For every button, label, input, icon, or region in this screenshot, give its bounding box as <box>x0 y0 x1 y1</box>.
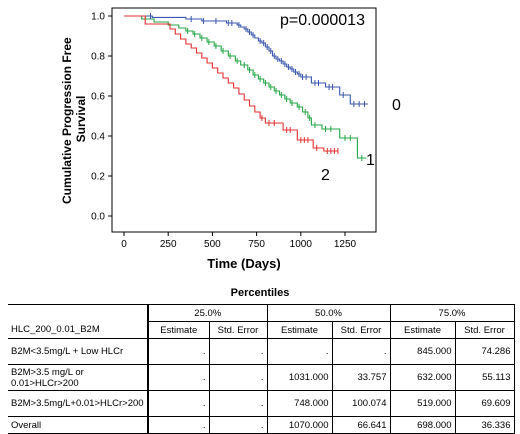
group-header-75: 75.0% <box>389 304 515 322</box>
table-cell: 74.286 <box>454 338 515 365</box>
x-tick-label: 1250 <box>334 239 357 250</box>
table-cell: . <box>147 390 209 417</box>
table-cell: 698.000 <box>389 416 455 434</box>
table-cell: . <box>147 416 209 434</box>
survival-curve-0 <box>124 15 368 105</box>
row-label: B2M>3.5mg/L+0.01>HLCr>200 <box>8 390 148 417</box>
survival-curves <box>124 15 368 159</box>
table-cell: 845.000 <box>389 338 455 365</box>
censor-marks <box>150 13 365 161</box>
group-header-25: 25.0% <box>147 304 267 322</box>
table-row: Overall . . 1070.000 66.641 698.000 36.3… <box>8 416 515 434</box>
sub-header: Estimate <box>147 321 209 339</box>
km-survival-chart: 0.0 0.2 0.4 0.6 0.8 1.0 0 250 500 750 1000 1250 p=… <box>60 7 401 271</box>
table-cell: . <box>208 390 267 417</box>
y-tick-label: 0.4 <box>91 132 105 143</box>
table-cell: . <box>147 364 209 391</box>
group-header-50: 50.0% <box>266 304 390 322</box>
curve-label-1: 1 <box>366 152 375 169</box>
table-cell: 66.641 <box>331 416 390 434</box>
table-title: Percentiles <box>230 287 290 299</box>
table-row: B2M>3.5 mg/L or 0.01>HLCr>200 . . 1031.0… <box>8 364 515 391</box>
corner-cell <box>8 304 148 322</box>
p-value-annotation: p=0.000013 <box>280 12 365 29</box>
sub-header: Estimate <box>389 321 455 339</box>
table-cell: 632.000 <box>389 364 455 391</box>
plot-frame <box>111 7 377 233</box>
row-header: HLC_200_0.01_B2M <box>8 321 148 339</box>
y-tick-label: 1.0 <box>91 12 105 23</box>
table-cell: 69.609 <box>454 390 515 417</box>
y-tick-label: 0.8 <box>91 52 105 63</box>
row-label: B2M>3.5 mg/L or 0.01>HLCr>200 <box>8 364 148 391</box>
y-axis-label: Cumulative Progression Free Survival <box>60 34 88 204</box>
table-cell: 55.113 <box>454 364 515 391</box>
x-axis-label: Time (Days) <box>207 256 280 271</box>
table-cell: 1031.000 <box>266 364 332 391</box>
table-cell: 748.000 <box>266 390 332 417</box>
y-axis: 0.0 0.2 0.4 0.6 0.8 1.0 <box>91 12 112 223</box>
table-cell: 1070.000 <box>266 416 332 434</box>
curve-label-0: 0 <box>392 97 401 114</box>
percentiles-table: 25.0% 50.0% 75.0% HLC_200_0.01_B2M Estim… <box>8 304 515 434</box>
y-axis-label-line2: Survival <box>74 96 88 143</box>
survival-curve-1 <box>124 15 367 159</box>
table-cell: . <box>208 364 267 391</box>
row-label: B2M<3.5mg/L + Low HLCr <box>8 338 148 365</box>
y-tick-label: 0.6 <box>91 92 105 103</box>
sub-header: Std. Error <box>208 321 267 339</box>
x-tick-label: 750 <box>248 239 265 250</box>
x-axis: 0 250 500 750 1000 1250 <box>121 232 357 250</box>
sub-header: Estimate <box>266 321 332 339</box>
table-cell: 33.757 <box>331 364 390 391</box>
y-tick-label: 0.0 <box>91 212 105 223</box>
table-cell: . <box>331 338 390 365</box>
y-tick-label: 0.2 <box>91 172 105 183</box>
table-row: B2M>3.5mg/L+0.01>HLCr>200 . . 748.000 10… <box>8 390 515 417</box>
table-cell: . <box>266 338 332 365</box>
table-cell: . <box>147 338 209 365</box>
sub-header: Std. Error <box>331 321 390 339</box>
x-tick-label: 500 <box>204 239 221 250</box>
table-row: B2M<3.5mg/L + Low HLCr . . . . 845.000 7… <box>8 338 515 365</box>
sub-header: Std. Error <box>454 321 515 339</box>
table-cell: . <box>208 338 267 365</box>
y-axis-label-line1: Cumulative Progression Free <box>60 37 74 204</box>
row-label: Overall <box>8 416 148 434</box>
x-tick-label: 250 <box>160 239 177 250</box>
table-cell: . <box>208 416 267 434</box>
x-tick-label: 0 <box>121 239 127 250</box>
table-cell: 36.336 <box>454 416 515 434</box>
x-tick-label: 1000 <box>290 239 313 250</box>
curve-label-2: 2 <box>321 167 330 184</box>
table-cell: 100.074 <box>331 390 390 417</box>
survival-curve-2 <box>124 15 338 152</box>
table-cell: 519.000 <box>389 390 455 417</box>
